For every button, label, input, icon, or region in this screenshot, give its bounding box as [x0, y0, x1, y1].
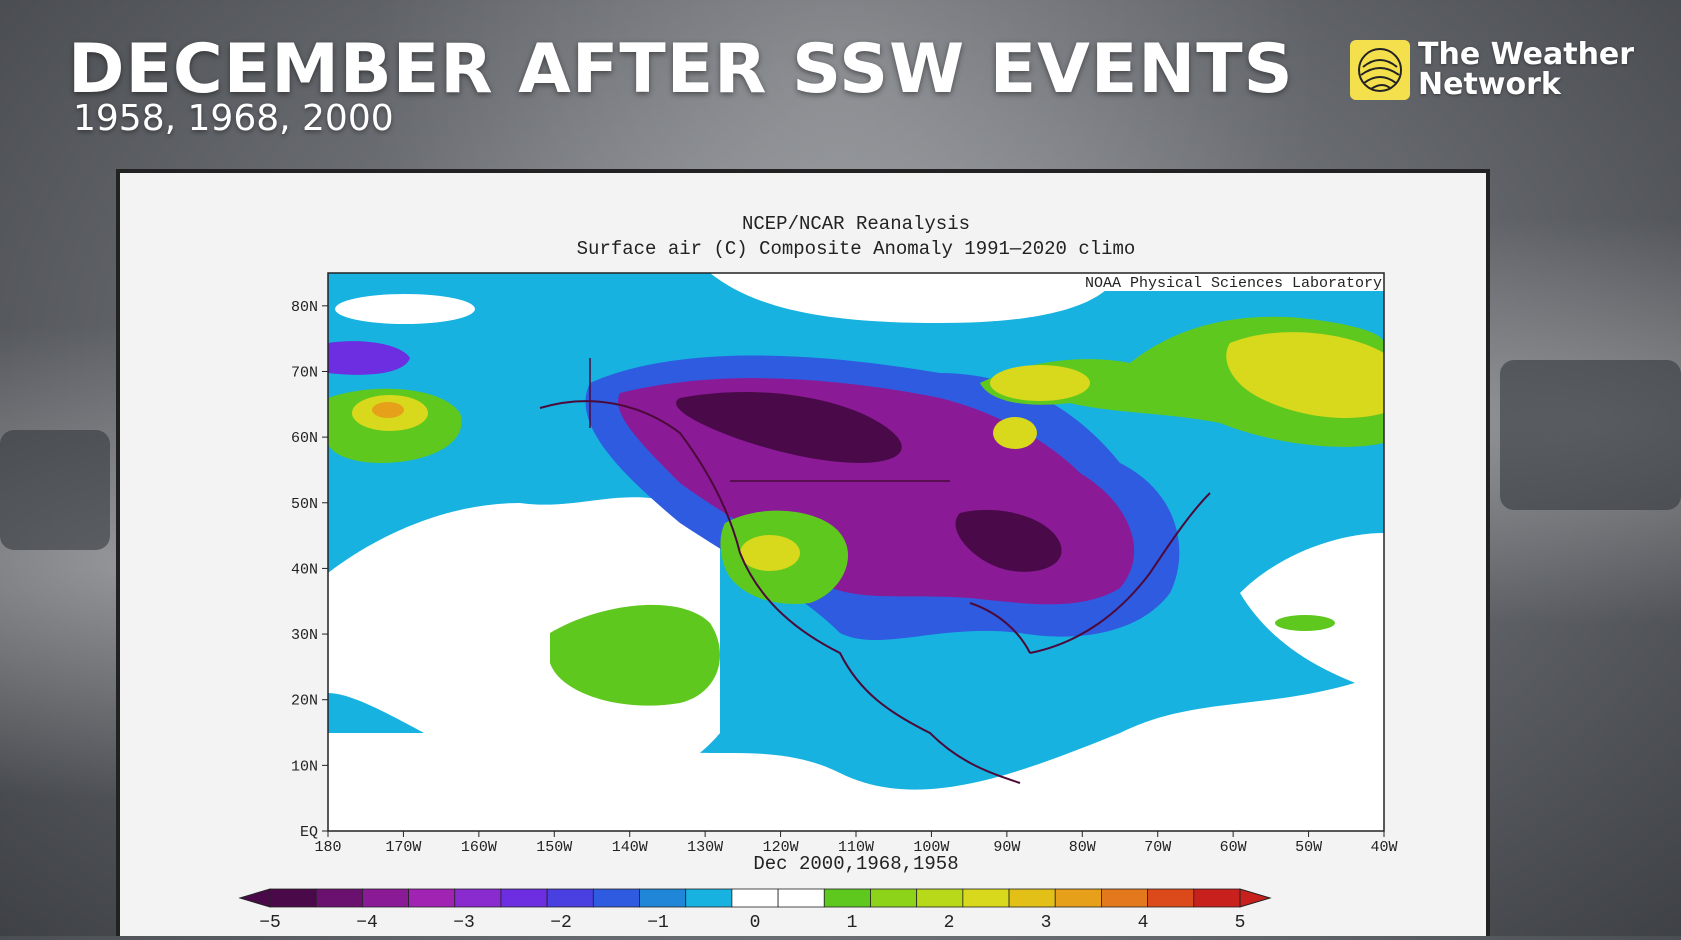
colorbar-label: 0 [750, 913, 761, 933]
colorbar-segment [408, 888, 456, 908]
lat-tick-label: 60N [291, 430, 318, 447]
colorbar-segment [1147, 888, 1195, 908]
neutral-zone-south [328, 673, 1384, 831]
longitude-axis: 180 170W 160W 150W 140W 130W 120W 110W 100W 90W 80… [314, 831, 1398, 856]
colorbar-label: 3 [1041, 913, 1052, 933]
colorbar [238, 888, 1272, 908]
colorbar-segment [361, 888, 409, 908]
lon-tick-label: 130W [687, 839, 723, 856]
colorbar-segment [592, 888, 640, 908]
colorbar-segment [500, 888, 548, 908]
colorbar-max-arrow [1239, 888, 1272, 908]
cold-anomaly-core [676, 392, 902, 463]
lon-tick-label: 80W [1069, 839, 1096, 856]
globe-icon [1350, 40, 1410, 100]
lat-tick-label: 40N [291, 561, 318, 578]
colorbar-segment [315, 888, 363, 908]
colorbar-segment [870, 888, 918, 908]
colorbar-label: 1 [847, 913, 858, 933]
colorbar-label: 2 [944, 913, 955, 933]
colorbar-segment [777, 888, 825, 908]
colorbar-label: −4 [356, 913, 378, 933]
warm-pacific-green [550, 604, 720, 706]
map-panel: NCEP/NCAR Reanalysis Surface air (C) Com… [116, 169, 1490, 936]
x-axis-label: Dec 2000,1968,1958 [753, 853, 958, 875]
lon-tick-label: 40W [1370, 839, 1397, 856]
anomaly-map-figure: NCEP/NCAR Reanalysis Surface air (C) Com… [238, 213, 1398, 933]
lat-tick-label: 30N [291, 627, 318, 644]
colorbar-segment [685, 888, 733, 908]
lon-tick-label: 180 [314, 839, 341, 856]
credit-box [924, 273, 1384, 291]
headline: DECEMBER AFTER SSW EVENTS [68, 30, 1294, 109]
colorbar-min-arrow [238, 888, 271, 908]
lon-tick-label: 70W [1144, 839, 1171, 856]
background-car-left [0, 430, 110, 550]
lon-tick-label: 50W [1295, 839, 1322, 856]
lat-tick-label: 10N [291, 758, 318, 775]
lon-tick-label: 110W [838, 839, 874, 856]
colorbar-label: 4 [1138, 913, 1149, 933]
lat-tick-label: 50N [291, 496, 318, 513]
colorbar-labels: −5 −4 −3 −2 −1 0 1 2 3 4 5 [259, 913, 1245, 933]
subheadline: 1958, 1968, 2000 [73, 98, 394, 139]
lon-tick-label: 140W [612, 839, 648, 856]
neutral-zone-north-pacific [335, 294, 475, 324]
warm-alaska-orange [372, 402, 404, 418]
colorbar-segment [731, 888, 779, 908]
logo-text-line1: The Weather [1418, 37, 1635, 72]
colorbar-segment [962, 888, 1010, 908]
colorbar-segment [454, 888, 502, 908]
lat-tick-label: 20N [291, 693, 318, 710]
lat-tick-label: 70N [291, 364, 318, 381]
colorbar-label: −3 [453, 913, 475, 933]
lat-tick-label: 80N [291, 299, 318, 316]
lon-tick-label: 90W [993, 839, 1020, 856]
warm-west-yellow [740, 535, 800, 571]
lon-tick-label: 170W [385, 839, 421, 856]
colorbar-segment [639, 888, 687, 908]
logo-text-line2: Network [1418, 67, 1561, 102]
lon-tick-label: 120W [763, 839, 799, 856]
warm-hudson-yellow [993, 417, 1037, 449]
border-us-canada [589, 358, 950, 482]
lat-tick-label: EQ [300, 824, 318, 841]
colorbar-label: −2 [550, 913, 572, 933]
cold-alaska-purple [328, 341, 410, 375]
anomaly-field [328, 273, 1384, 831]
warm-greenland-yellow [1226, 332, 1384, 418]
colorbar-segment [1054, 888, 1102, 908]
colorbar-segment [1008, 888, 1056, 908]
map-title-line1: NCEP/NCAR Reanalysis [742, 213, 970, 235]
cold-anomaly-core-east [955, 509, 1062, 572]
lon-tick-label: 60W [1220, 839, 1247, 856]
colorbar-segment [269, 888, 317, 908]
colorbar-label: −1 [647, 913, 669, 933]
noaa-credit: NOAA Physical Sciences Laboratory [1085, 275, 1382, 292]
colorbar-segment [546, 888, 594, 908]
weather-network-logo: The Weather Network [1350, 40, 1634, 100]
colorbar-segment [1193, 888, 1241, 908]
neutral-zone-pacific [328, 497, 720, 794]
map-title-line2: Surface air (C) Composite Anomaly 1991—2… [577, 238, 1136, 260]
colorbar-segment [1101, 888, 1149, 908]
lon-tick-label: 100W [913, 839, 949, 856]
latitude-axis: 80N 70N 60N 50N 40N 30N 20N 10N EQ [291, 299, 328, 841]
coastline-north-america [539, 400, 1211, 784]
background-car-right [1500, 360, 1681, 510]
colorbar-segment [916, 888, 964, 908]
warm-atlantic-green [1275, 615, 1335, 631]
colorbar-label: −5 [259, 913, 281, 933]
colorbar-label: 5 [1235, 913, 1246, 933]
warm-labrador-yellow [990, 365, 1090, 401]
lon-tick-label: 150W [536, 839, 572, 856]
neutral-zone-atlantic [1240, 533, 1384, 693]
colorbar-segment [823, 888, 871, 908]
lon-tick-label: 160W [461, 839, 497, 856]
